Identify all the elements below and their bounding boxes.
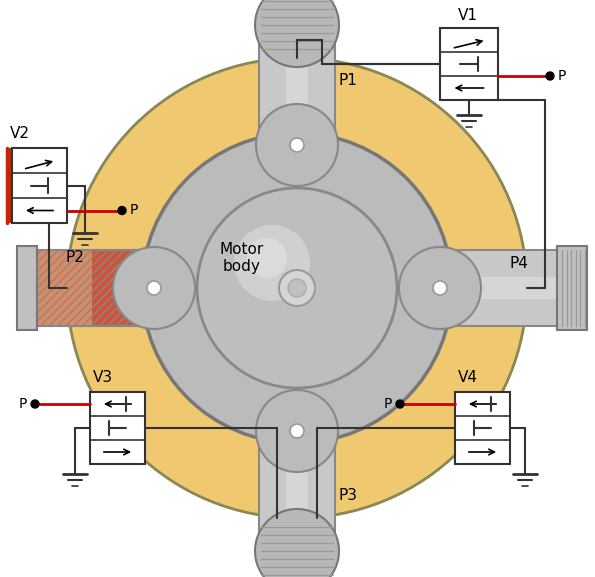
Circle shape	[118, 207, 126, 215]
Circle shape	[290, 138, 304, 152]
Text: P: P	[18, 397, 27, 411]
Circle shape	[197, 188, 397, 388]
Circle shape	[255, 0, 339, 67]
Polygon shape	[557, 246, 587, 330]
Text: P1: P1	[339, 73, 358, 88]
Circle shape	[290, 424, 304, 438]
Polygon shape	[447, 276, 557, 299]
Bar	[440, 28, 498, 100]
Circle shape	[147, 281, 161, 295]
Polygon shape	[79, 250, 92, 326]
Polygon shape	[286, 28, 308, 138]
Circle shape	[113, 247, 195, 329]
Circle shape	[546, 72, 554, 80]
Circle shape	[396, 400, 404, 408]
Text: V1: V1	[458, 9, 477, 24]
Text: P: P	[130, 204, 139, 218]
Text: V4: V4	[458, 370, 478, 385]
Polygon shape	[37, 250, 147, 326]
Text: P2: P2	[65, 250, 84, 265]
Circle shape	[234, 225, 310, 301]
Text: P4: P4	[510, 256, 528, 271]
Circle shape	[67, 58, 527, 518]
Circle shape	[247, 238, 287, 278]
Polygon shape	[106, 250, 120, 326]
Polygon shape	[37, 250, 51, 326]
Circle shape	[433, 281, 447, 295]
Polygon shape	[64, 250, 79, 326]
Polygon shape	[51, 250, 64, 326]
Circle shape	[399, 247, 481, 329]
Circle shape	[256, 104, 338, 186]
Polygon shape	[286, 438, 308, 548]
Polygon shape	[259, 438, 335, 548]
Text: P: P	[558, 69, 566, 83]
Polygon shape	[133, 250, 147, 326]
Circle shape	[142, 133, 452, 443]
Polygon shape	[447, 250, 557, 326]
Text: P: P	[384, 397, 392, 411]
Text: Motor
body: Motor body	[220, 242, 264, 274]
Bar	[7, 148, 12, 223]
Polygon shape	[120, 250, 133, 326]
Text: V2: V2	[10, 126, 30, 141]
Bar	[12, 148, 67, 223]
Polygon shape	[92, 250, 106, 326]
Polygon shape	[259, 28, 335, 138]
Circle shape	[256, 390, 338, 472]
Bar	[90, 392, 145, 464]
Circle shape	[31, 400, 39, 408]
Polygon shape	[17, 246, 37, 330]
Circle shape	[279, 270, 315, 306]
Text: V3: V3	[93, 370, 113, 385]
Bar	[455, 392, 510, 464]
Circle shape	[288, 279, 306, 297]
Text: P3: P3	[339, 488, 358, 503]
Circle shape	[255, 509, 339, 577]
